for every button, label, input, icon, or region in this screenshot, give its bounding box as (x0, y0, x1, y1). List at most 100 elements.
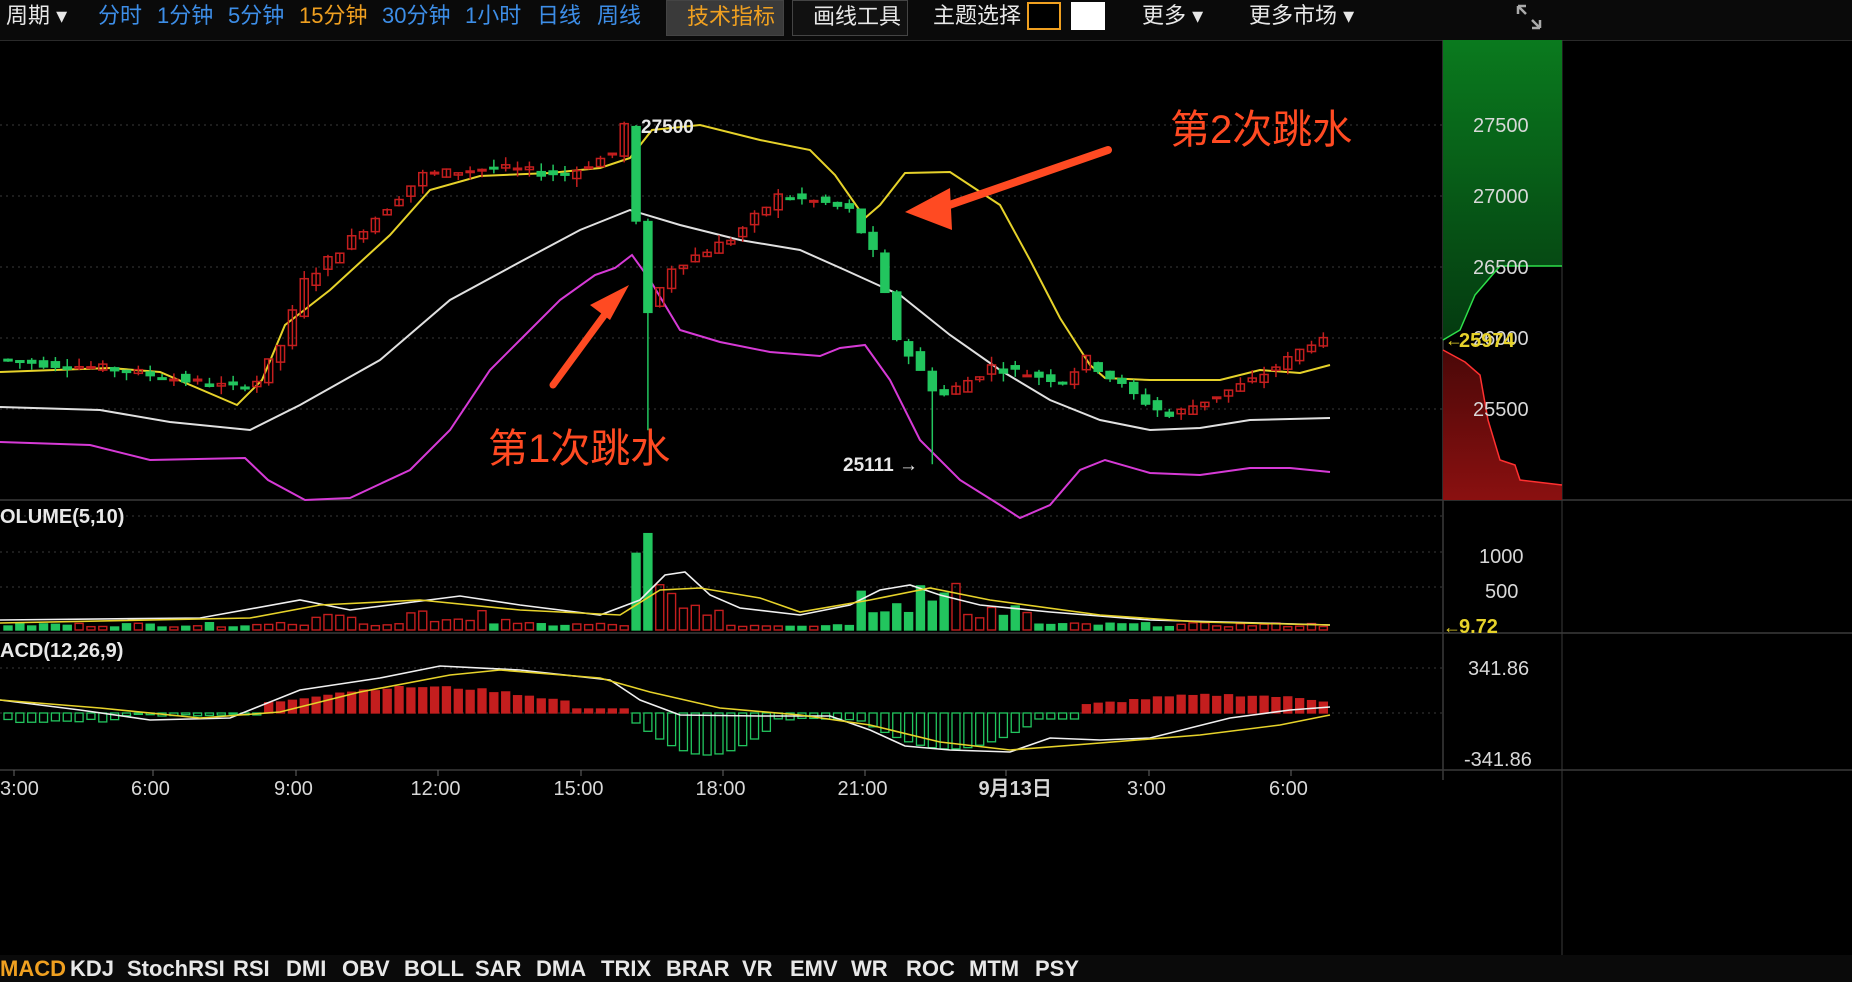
macd-histogram-bar (655, 712, 665, 740)
theme-swatch-light[interactable] (1071, 2, 1105, 30)
timeframe-1min[interactable]: 1分钟 (157, 3, 214, 28)
volume-bar (216, 626, 227, 631)
indicator-tab-vr[interactable]: VR (742, 956, 773, 981)
volume-bar (335, 614, 345, 631)
volume-bar (655, 584, 665, 631)
candle-body (1034, 371, 1044, 378)
candle-body (465, 170, 475, 174)
volume-bar (749, 624, 760, 631)
macd-dea-line (0, 669, 1331, 751)
macd-histogram-bar (1164, 696, 1174, 714)
indicator-tab-stochrsi[interactable]: StochRSI (127, 956, 225, 981)
macd-histogram-bar (441, 686, 452, 714)
indicator-tab-emv[interactable]: EMV (790, 956, 838, 981)
volume-bar (809, 625, 819, 631)
more-markets-dropdown[interactable]: 更多市场 ▾ (1249, 3, 1355, 28)
volume-bar (157, 626, 167, 631)
macd-histogram-bar (1034, 712, 1044, 720)
indicator-tab-macd[interactable]: MACD (0, 956, 66, 981)
candle-body (1223, 389, 1234, 397)
macd-histogram-bar (1283, 696, 1293, 714)
macd-axis-tick: 341.86 (1468, 658, 1529, 680)
more-dropdown[interactable]: 更多 ▾ (1142, 3, 1204, 28)
time-axis-label: 3:00 (1127, 778, 1166, 800)
tech-indicator-button[interactable]: 技术指标 (666, 0, 784, 36)
indicator-tab-obv[interactable]: OBV (342, 956, 390, 981)
volume-bar (145, 623, 155, 631)
timeframe-1hour[interactable]: 1小时 (465, 3, 522, 28)
candle-body (572, 169, 582, 180)
candle-body (536, 170, 546, 177)
timeframe-15min[interactable]: 15分钟 (299, 3, 368, 28)
indicator-tab-boll[interactable]: BOLL (404, 956, 464, 981)
chart-canvas[interactable]: 2750027000265002600025500←25974275002511… (0, 40, 1852, 955)
macd-histogram-bar (963, 712, 973, 749)
volume-bar (963, 613, 973, 631)
candle-body (974, 376, 985, 381)
macd-histogram-bar (915, 712, 926, 746)
indicator-tab-trix[interactable]: TRIX (601, 956, 652, 981)
indicator-tab-mtm[interactable]: MTM (969, 956, 1020, 981)
volume-bar (287, 623, 298, 631)
candle-body (1318, 336, 1329, 347)
candle-body (26, 359, 37, 364)
volume-bar (572, 623, 582, 631)
timeframe-day[interactable]: 日线 (537, 3, 582, 28)
period-dropdown[interactable]: 周期 ▾ (6, 3, 68, 28)
volume-bar (240, 625, 250, 631)
macd-histogram-bar (489, 692, 499, 714)
volume-current-value: 9.72 (1459, 616, 1498, 638)
indicator-tab-psy[interactable]: PSY (1035, 956, 1080, 981)
macd-histogram-bar (1295, 698, 1305, 714)
candle-body (761, 206, 772, 216)
macd-histogram-bar (1105, 701, 1115, 714)
macd-histogram-bar (714, 712, 724, 755)
macd-panel-title: ACD(12,26,9) (0, 640, 123, 662)
timeframe-5min[interactable]: 5分钟 (228, 3, 285, 28)
timeframe-fenshi[interactable]: 分时 (98, 3, 143, 28)
indicator-tab-brar[interactable]: BRAR (666, 956, 730, 981)
boll-lower-line (0, 253, 1331, 520)
volume-bar (275, 621, 286, 631)
candle-body (939, 389, 949, 396)
candle-body (323, 256, 333, 270)
volume-bar (3, 625, 13, 631)
volume-bar (678, 607, 689, 631)
volume-bar (382, 624, 392, 631)
candle-body (62, 366, 72, 370)
indicator-tab-roc[interactable]: ROC (906, 956, 955, 981)
candle-body (86, 366, 96, 370)
expand-icon[interactable] (1516, 4, 1542, 30)
drawing-tools-button[interactable]: 画线工具 (792, 0, 908, 36)
candle-body (1022, 374, 1032, 378)
macd-histogram-bar (38, 712, 49, 723)
volume-bar (880, 611, 890, 631)
volume-bar (1081, 623, 1092, 631)
volume-bar (986, 606, 997, 631)
candle-body (927, 370, 938, 392)
volume-bar (109, 626, 120, 631)
timeframe-30min[interactable]: 30分钟 (382, 3, 451, 28)
volume-bar (311, 616, 321, 631)
theme-swatch-dark[interactable] (1027, 2, 1061, 30)
timeframe-week[interactable]: 周线 (597, 3, 642, 28)
indicator-tab-dma[interactable]: DMA (536, 956, 587, 981)
time-axis-label: 15:00 (554, 778, 604, 800)
volume-bar (27, 625, 37, 631)
indicator-tab-dmi[interactable]: DMI (286, 956, 327, 981)
candle-body (216, 382, 227, 387)
candle-body (204, 383, 215, 388)
candle-body (181, 373, 191, 383)
candle-body (1046, 374, 1056, 383)
volume-bar (358, 623, 369, 631)
candle-body (619, 122, 629, 157)
volume-bar (856, 590, 866, 631)
indicator-tab-rsi[interactable]: RSI (233, 956, 270, 981)
indicator-tab-kdj[interactable]: KDJ (70, 956, 115, 981)
indicator-tab-wr[interactable]: WR (851, 956, 888, 981)
macd-histogram-bar (761, 712, 772, 732)
indicator-tab-sar[interactable]: SAR (475, 956, 522, 981)
price-axis-tick: 27000 (1473, 186, 1529, 208)
indicator-bar: MACD KDJ StochRSI RSI DMI OBV BOLL SAR DMA TRIX BR… (0, 955, 1852, 982)
candle-body (429, 171, 440, 175)
